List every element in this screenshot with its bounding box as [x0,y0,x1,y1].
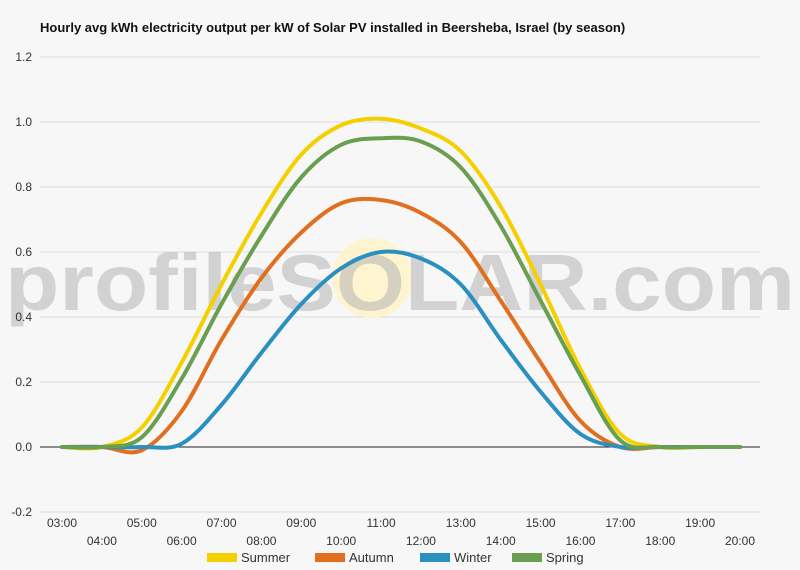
legend-item-autumn[interactable]: Autumn [315,550,394,565]
y-tick-label: -0.2 [11,505,32,519]
x-tick-label: 19:00 [685,516,715,530]
legend-swatch [512,553,542,562]
y-tick-label: 1.2 [15,50,32,64]
x-tick-label: 04:00 [87,534,117,548]
x-tick-label: 12:00 [406,534,436,548]
series-layer [60,116,742,455]
chart-title: Hourly avg kWh electricity output per kW… [40,20,626,35]
legend-swatch [315,553,345,562]
legend-item-spring[interactable]: Spring [512,550,584,565]
x-tick-label: 10:00 [326,534,356,548]
y-tick-label: 0.6 [15,245,32,259]
x-tick-label: 14:00 [486,534,516,548]
legend-item-winter[interactable]: Winter [420,550,492,565]
x-tick-label: 07:00 [207,516,237,530]
legend-item-summer[interactable]: Summer [207,550,291,565]
x-tick-label: 03:00 [47,516,77,530]
legend-label: Autumn [349,550,394,565]
legend[interactable]: Summer Autumn Winter Spring [207,550,584,565]
x-tick-label: 18:00 [645,534,675,548]
x-tick-label: 13:00 [446,516,476,530]
x-tick-label: 15:00 [526,516,556,530]
x-tick-label: 20:00 [725,534,755,548]
y-tick-label: 0.4 [15,310,32,324]
legend-label: Spring [546,550,584,565]
series-line-summer [60,116,742,451]
legend-label: Winter [454,550,492,565]
series-line-winter [60,249,742,450]
y-tick-label: 0.2 [15,375,32,389]
legend-swatch [420,553,450,562]
series-line-spring [60,135,742,450]
legend-swatch [207,553,237,562]
axis-label-layer: -0.2 0.0 0.2 0.4 0.6 0.8 1.0 1.2 03:00 04:00 05:00… [11,50,755,548]
x-tick-label: 06:00 [167,534,197,548]
x-tick-label: 08:00 [246,534,276,548]
y-tick-label: 0.8 [15,180,32,194]
watermark-sun-icon [332,238,412,318]
x-tick-label: 16:00 [565,534,595,548]
y-tick-label: 1.0 [15,115,32,129]
x-tick-label: 09:00 [286,516,316,530]
x-tick-label: 11:00 [366,516,395,530]
x-tick-label: 17:00 [605,516,635,530]
legend-label: Summer [241,550,291,565]
x-tick-label: 05:00 [127,516,157,530]
y-tick-label: 0.0 [15,440,32,454]
